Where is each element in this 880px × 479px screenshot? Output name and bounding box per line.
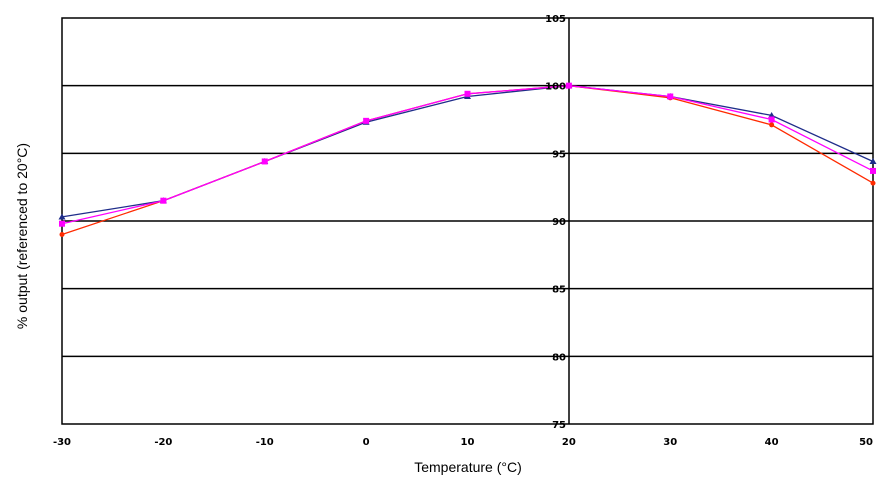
x-tick-label: 20 xyxy=(562,437,576,448)
y-tick-label: 85 xyxy=(552,285,566,296)
series-line xyxy=(61,85,874,236)
x-tick-label: -30 xyxy=(53,437,71,448)
x-tick-label: 40 xyxy=(765,437,779,448)
data-point xyxy=(667,93,674,100)
y-tick-labels: 75 80 85 90 95 100 105 xyxy=(545,14,566,431)
x-tick-label: 50 xyxy=(859,437,873,448)
y-tick-label: 100 xyxy=(545,82,566,93)
x-tick-label: -10 xyxy=(256,437,274,448)
y-tick-label: 75 xyxy=(552,420,566,431)
series-line xyxy=(61,85,874,225)
y-tick-label: 90 xyxy=(552,217,566,228)
y-axis-label: % output (referenced to 20°C) xyxy=(14,143,30,329)
data-point xyxy=(565,82,572,89)
x-tick-label: 0 xyxy=(363,437,370,448)
data-point xyxy=(768,111,776,118)
data-point xyxy=(363,117,370,124)
series-layer xyxy=(58,82,877,238)
x-tick-label: -20 xyxy=(154,437,172,448)
series-1 xyxy=(58,82,877,220)
data-point xyxy=(768,116,775,123)
data-point xyxy=(869,157,877,164)
y-tick-label: 95 xyxy=(552,149,566,160)
x-tick-labels: -30 -20 -10 0 10 20 30 40 50 xyxy=(53,437,873,448)
y-tick-label: 80 xyxy=(552,352,566,363)
data-point xyxy=(59,220,65,227)
grid-lines xyxy=(61,17,874,425)
series-3 xyxy=(59,82,876,227)
x-tick-label: 10 xyxy=(461,437,475,448)
data-point xyxy=(870,167,876,174)
data-point xyxy=(464,90,471,97)
data-point xyxy=(160,197,167,204)
data-point xyxy=(59,232,65,238)
data-point xyxy=(261,158,268,165)
y-tick-label: 105 xyxy=(545,14,566,25)
x-axis-label: Temperature (°C) xyxy=(414,459,522,475)
data-point xyxy=(58,213,66,220)
series-2 xyxy=(59,83,876,238)
x-tick-label: 30 xyxy=(663,437,677,448)
data-point xyxy=(870,180,876,186)
data-point xyxy=(769,122,775,128)
series-line xyxy=(61,85,874,218)
